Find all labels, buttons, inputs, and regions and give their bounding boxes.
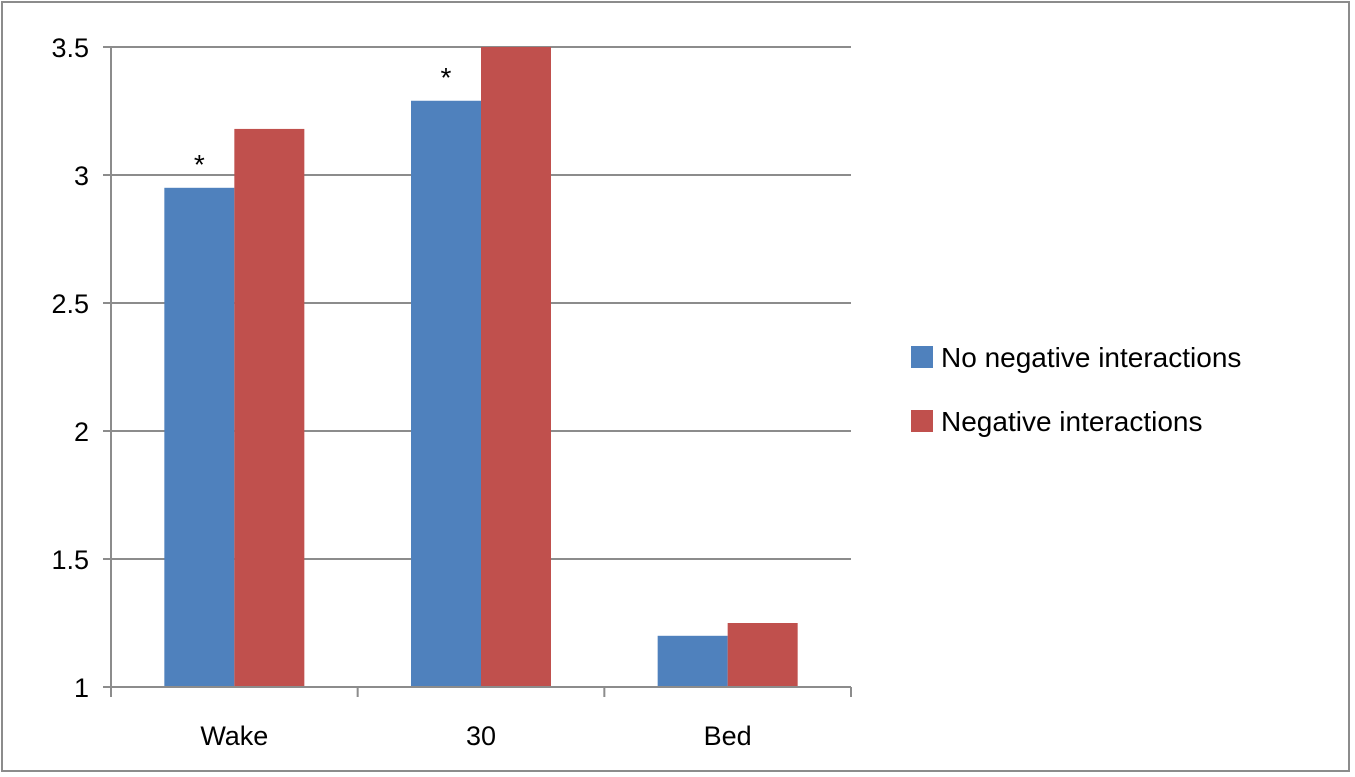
y-tick-label: 2	[74, 417, 89, 447]
x-tick-label: Bed	[704, 721, 752, 751]
significance-markers: **	[194, 62, 452, 180]
significance-asterisk: *	[441, 62, 452, 93]
y-tick-label: 1.5	[51, 545, 89, 575]
legend-label: No negative interactions	[941, 342, 1241, 373]
bar-negative-2	[727, 623, 798, 687]
y-tick-label: 3	[74, 161, 89, 191]
bar-negative-0	[234, 128, 305, 688]
x-tick-labels: Wake 30 Bed	[200, 721, 751, 751]
bar-no-negative-1	[411, 100, 481, 687]
bar-no-negative-0	[164, 187, 235, 688]
bar-negative-1	[481, 47, 551, 687]
x-tick-label: 30	[466, 721, 496, 751]
legend: No negative interactions Negative interac…	[911, 342, 1241, 437]
y-tick-labels: 1 1.5 2 2.5 3 3.5	[51, 33, 89, 703]
x-tick-label: Wake	[200, 721, 268, 751]
axes	[103, 46, 852, 697]
y-tick-label: 2.5	[51, 289, 89, 319]
bars	[164, 47, 798, 688]
y-tick-label: 1	[74, 673, 89, 703]
legend-swatch	[911, 346, 933, 368]
legend-swatch	[911, 410, 933, 432]
significance-asterisk: *	[194, 149, 205, 180]
bar-no-negative-2	[657, 635, 728, 687]
legend-label: Negative interactions	[941, 406, 1202, 437]
y-tick-label: 3.5	[51, 33, 89, 63]
